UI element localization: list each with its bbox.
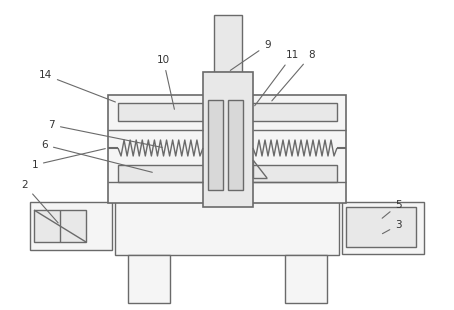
Text: 5: 5 <box>382 200 402 218</box>
Bar <box>285 255 327 303</box>
Bar <box>214 15 242 75</box>
Bar <box>128 255 170 303</box>
Text: 8: 8 <box>272 50 315 101</box>
Bar <box>115 200 339 255</box>
Bar <box>34 210 86 242</box>
Bar <box>249 165 337 182</box>
Bar <box>346 207 416 247</box>
Bar <box>30 202 112 250</box>
Text: 1: 1 <box>31 148 105 170</box>
Bar <box>207 72 249 97</box>
Text: 9: 9 <box>230 40 271 70</box>
Text: 2: 2 <box>21 180 58 223</box>
Bar <box>249 103 337 121</box>
Bar <box>108 95 346 203</box>
Bar <box>203 72 253 207</box>
Bar <box>228 100 243 190</box>
Bar <box>118 165 206 182</box>
Text: 3: 3 <box>382 220 402 234</box>
Bar <box>342 202 424 254</box>
Text: 7: 7 <box>49 120 162 148</box>
Text: 10: 10 <box>157 55 174 109</box>
Text: 6: 6 <box>41 140 152 172</box>
Bar <box>208 100 223 190</box>
Bar <box>118 103 206 121</box>
Text: 14: 14 <box>39 70 115 102</box>
Text: 11: 11 <box>255 50 299 106</box>
